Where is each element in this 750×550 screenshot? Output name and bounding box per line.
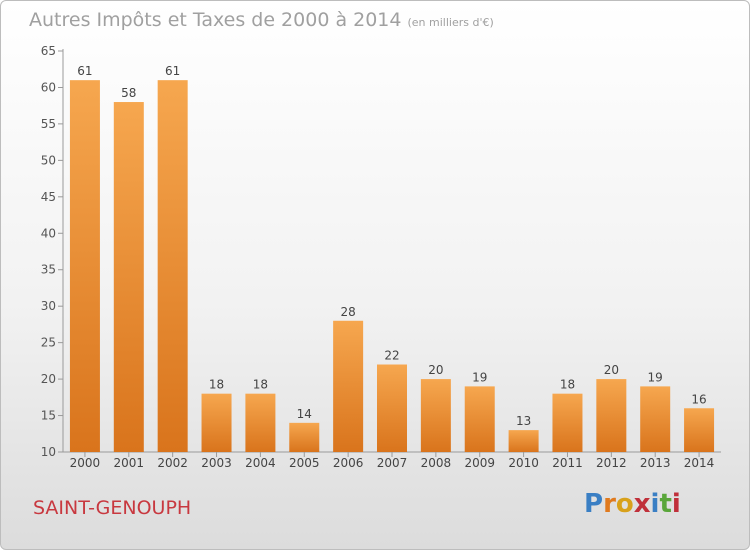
value-label-2001: 58: [121, 86, 136, 100]
logo-letter: o: [615, 489, 634, 519]
y-tick-label: 60: [41, 80, 56, 94]
bar-2008[interactable]: [420, 379, 451, 452]
chart-title-text: Autres Impôts et Taxes de 2000 à 2014: [29, 9, 402, 31]
logo-letter: i: [671, 489, 681, 519]
bar-2000[interactable]: [69, 80, 100, 452]
x-tick-label: 2014: [684, 456, 715, 470]
bar-2006[interactable]: [333, 320, 364, 452]
chart-title: Autres Impôts et Taxes de 2000 à 2014 (en…: [29, 9, 494, 31]
value-label-2011: 18: [560, 378, 575, 392]
value-label-2012: 20: [604, 363, 619, 377]
y-tick-label: 10: [41, 445, 56, 459]
value-label-2009: 19: [472, 370, 487, 384]
value-label-2006: 28: [340, 305, 355, 319]
value-label-2003: 18: [209, 378, 224, 392]
y-tick-label: 35: [41, 263, 56, 277]
bar-2003[interactable]: [201, 393, 232, 452]
value-label-2005: 14: [297, 407, 312, 421]
y-tick-label: 40: [41, 226, 56, 240]
bar-2013[interactable]: [640, 386, 671, 452]
logo-letter: t: [659, 489, 672, 519]
value-label-2008: 20: [428, 363, 443, 377]
y-tick-label: 55: [41, 117, 56, 131]
chart-unit-label: (en milliers d'€): [407, 16, 494, 29]
bar-2014[interactable]: [684, 408, 715, 452]
bar-2004[interactable]: [245, 393, 276, 452]
logo-letter: r: [603, 489, 616, 519]
x-tick-label: 2004: [245, 456, 276, 470]
bar-2001[interactable]: [113, 102, 144, 452]
bar-2012[interactable]: [596, 379, 627, 452]
logo-letter: x: [633, 489, 651, 519]
value-label-2004: 18: [253, 378, 268, 392]
x-tick-label: 2007: [377, 456, 408, 470]
bar-2002[interactable]: [157, 80, 188, 452]
logo-letter: P: [584, 489, 604, 519]
x-tick-label: 2011: [552, 456, 583, 470]
y-tick-label: 45: [41, 190, 56, 204]
bar-2010[interactable]: [508, 430, 539, 452]
y-tick-label: 25: [41, 336, 56, 350]
y-tick-label: 50: [41, 153, 56, 167]
value-label-2010: 13: [516, 414, 531, 428]
bar-2005[interactable]: [289, 422, 320, 452]
x-tick-label: 2008: [421, 456, 452, 470]
value-label-layer: 61 58 61 18 18 14 28 22 20 19 13 18 20 19 16: [77, 64, 706, 428]
x-tick-label: 2000: [70, 456, 101, 470]
bar-2009[interactable]: [464, 386, 495, 452]
x-tick-label: 2002: [157, 456, 188, 470]
y-tick-label: 15: [41, 409, 56, 423]
value-label-2002: 61: [165, 64, 180, 78]
proxiti-logo[interactable]: Proxiti: [584, 489, 681, 519]
x-tick-label: 2003: [201, 456, 232, 470]
value-label-2014: 16: [691, 392, 706, 406]
x-tick-label: 2009: [464, 456, 495, 470]
value-label-2013: 19: [648, 370, 663, 384]
x-tick-label: 2012: [596, 456, 627, 470]
value-label-2007: 22: [384, 349, 399, 363]
x-tick-label: 2006: [333, 456, 364, 470]
x-tick-label: 2013: [640, 456, 671, 470]
bar-2007[interactable]: [377, 364, 407, 452]
x-tick-label: 2010: [508, 456, 539, 470]
logo-letter: i: [650, 489, 660, 519]
y-tick-label: 30: [41, 299, 56, 313]
value-label-2000: 61: [77, 64, 92, 78]
x-tick-label: 2001: [114, 456, 145, 470]
town-name: SAINT-GENOUPH: [33, 497, 192, 519]
y-tick-label: 65: [41, 44, 56, 58]
x-tick-label: 2005: [289, 456, 320, 470]
bar-2011[interactable]: [552, 393, 583, 452]
bar-layer: [69, 80, 715, 452]
y-tick-label: 20: [41, 372, 56, 386]
